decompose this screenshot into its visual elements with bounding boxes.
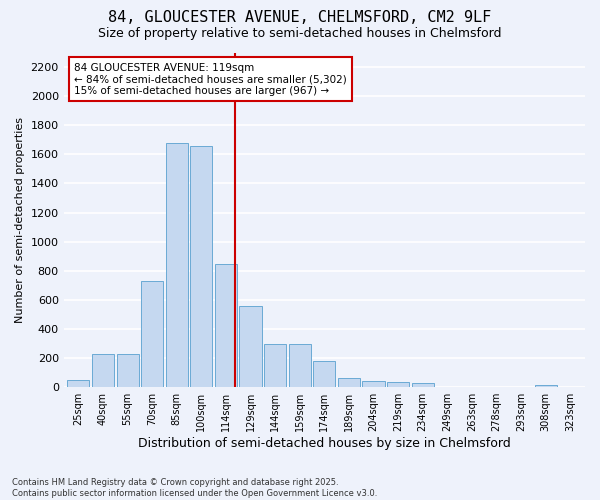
Bar: [289, 344, 311, 387]
Bar: [67, 380, 89, 387]
Bar: [264, 344, 286, 387]
Bar: [166, 142, 188, 387]
Bar: [535, 385, 557, 387]
Bar: [362, 381, 385, 387]
Bar: [215, 264, 237, 387]
Text: Contains HM Land Registry data © Crown copyright and database right 2025.
Contai: Contains HM Land Registry data © Crown c…: [12, 478, 377, 498]
Bar: [239, 306, 262, 387]
Bar: [190, 146, 212, 387]
Bar: [387, 382, 409, 387]
Bar: [92, 354, 114, 387]
Text: Size of property relative to semi-detached houses in Chelmsford: Size of property relative to semi-detach…: [98, 28, 502, 40]
X-axis label: Distribution of semi-detached houses by size in Chelmsford: Distribution of semi-detached houses by …: [138, 437, 511, 450]
Bar: [141, 281, 163, 387]
Bar: [313, 361, 335, 387]
Text: 84, GLOUCESTER AVENUE, CHELMSFORD, CM2 9LF: 84, GLOUCESTER AVENUE, CHELMSFORD, CM2 9…: [109, 10, 491, 25]
Bar: [116, 354, 139, 387]
Bar: [412, 384, 434, 387]
Bar: [338, 378, 360, 387]
Text: 84 GLOUCESTER AVENUE: 119sqm
← 84% of semi-detached houses are smaller (5,302)
1: 84 GLOUCESTER AVENUE: 119sqm ← 84% of se…: [74, 62, 347, 96]
Y-axis label: Number of semi-detached properties: Number of semi-detached properties: [15, 117, 25, 323]
